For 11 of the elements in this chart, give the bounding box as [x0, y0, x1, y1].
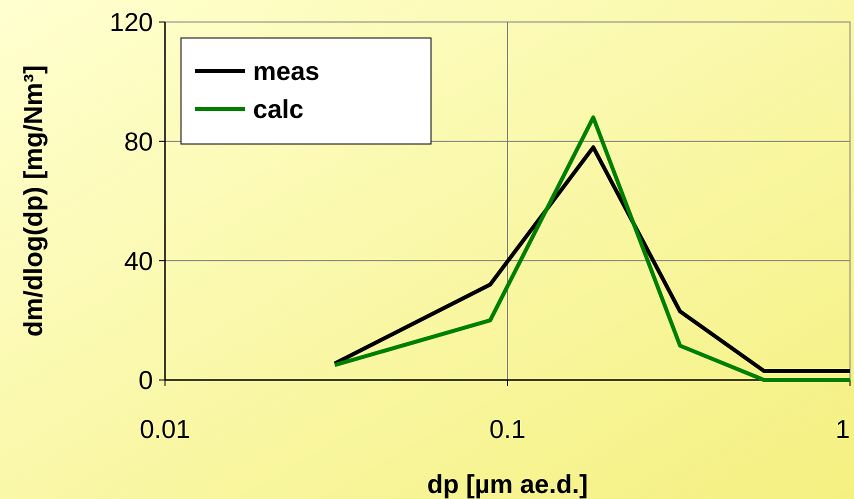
y-axis-title: dm/dlog(dp) [mg/Nm³] — [18, 65, 48, 337]
x-tick-label: 1 — [836, 414, 850, 444]
y-tick-label: 40 — [124, 246, 153, 276]
legend-label: meas — [253, 56, 320, 86]
legend-label: calc — [253, 94, 304, 124]
y-tick-label: 80 — [124, 126, 153, 156]
y-tick-label: 120 — [110, 7, 153, 38]
x-axis-title: dp [µm ae.d.] — [427, 469, 588, 499]
y-tick-label: 0 — [138, 365, 153, 396]
x-tick-label: 0.1 — [489, 414, 526, 444]
x-tick-label: 0.01 — [140, 414, 190, 444]
